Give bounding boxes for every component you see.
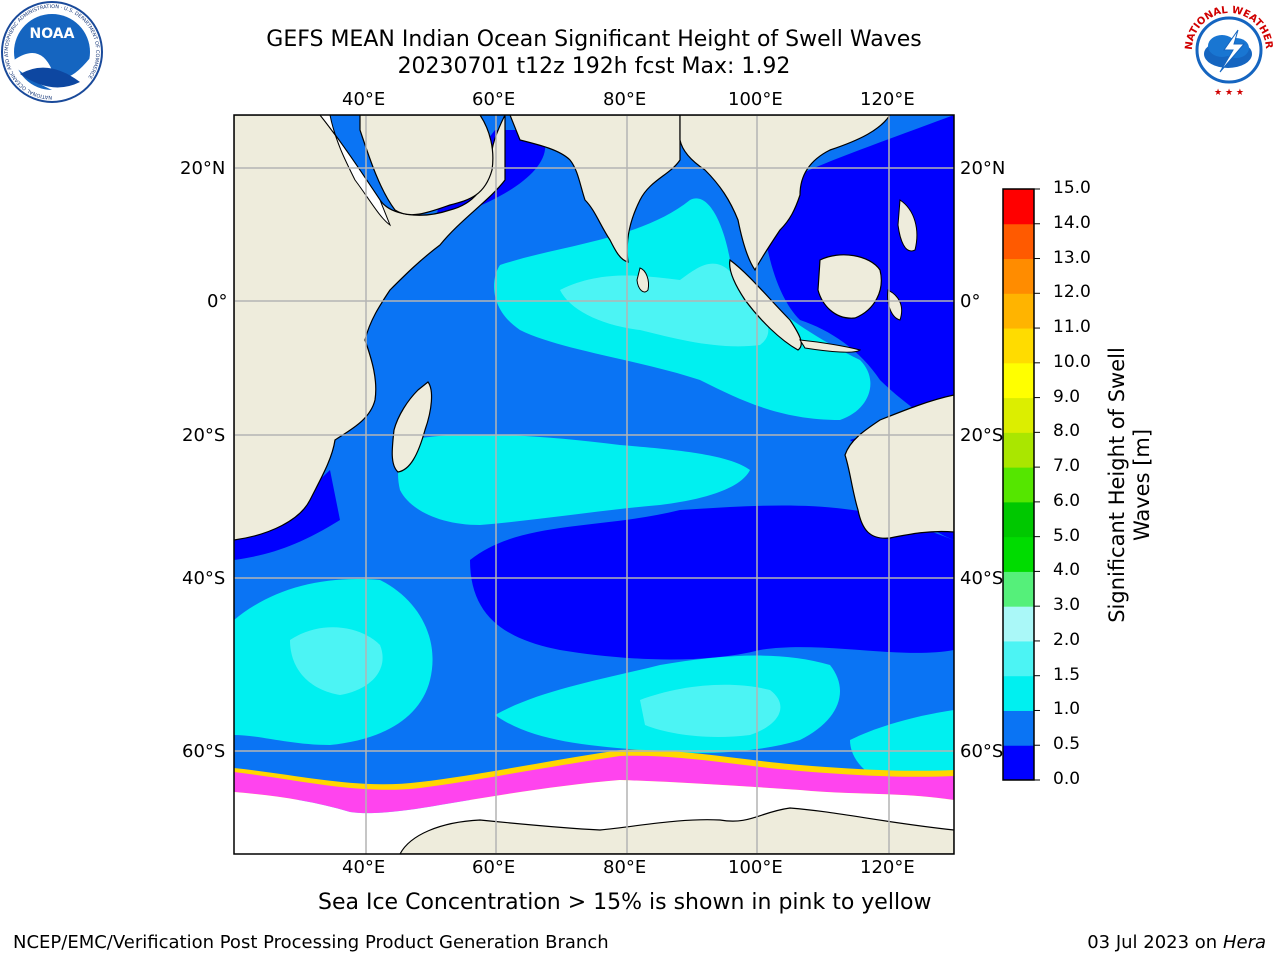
colorbar-segment-4 [1003, 606, 1034, 642]
lat-label-right-0: 0° [960, 291, 981, 312]
footer-date: 03 Jul 2023 on Hera [1087, 932, 1266, 953]
colorbar [1002, 188, 1040, 781]
colorbar-segment-9 [1003, 432, 1034, 468]
colorbar-label-5: 3.0 [1053, 595, 1081, 616]
lat-label-left-20s: 20°S [182, 425, 226, 446]
colorbar-segment-0 [1003, 745, 1034, 781]
red-sea [319, 115, 392, 227]
low-swell-south-central [470, 505, 954, 660]
lat-label-right-60s: 60°S [960, 741, 1004, 762]
colorbar-segment-7 [1003, 501, 1034, 538]
africa-landmass [234, 115, 506, 541]
colorbar-label-1: 0.5 [1053, 734, 1081, 755]
antarctica-landmass [399, 807, 954, 854]
mid-swell-subtropical [398, 434, 750, 525]
colorbar-label-2: 1.0 [1053, 699, 1081, 720]
mid-high-swell-southwest [290, 627, 383, 695]
lon-label-top-100e: 100°E [728, 89, 783, 110]
colorbar-label-11: 9.0 [1053, 386, 1081, 407]
colorbar-label-4: 2.0 [1053, 629, 1081, 650]
colorbar-segment-14 [1003, 258, 1034, 294]
noaa-logo: NOAA NATIONAL OCEANIC AND ATMOSPHERIC AD… [1, 1, 103, 103]
lon-label-bottom-80e: 80°E [603, 857, 647, 878]
sea-ice-edge-pink [234, 755, 954, 814]
lat-label-right-20n: 20°N [960, 158, 1006, 179]
colorbar-label-3: 1.5 [1053, 664, 1081, 685]
lon-label-bottom-100e: 100°E [728, 857, 783, 878]
colorbar-segment-1 [1003, 710, 1034, 746]
colorbar-segment-13 [1003, 293, 1034, 329]
svg-text:NOAA: NOAA [30, 26, 75, 42]
lon-label-top-80e: 80°E [603, 89, 647, 110]
colorbar-label-0: 0.0 [1053, 769, 1081, 789]
colorbar-segment-16 [1003, 189, 1034, 225]
colorbar-label-7: 5.0 [1053, 525, 1081, 546]
lon-label-top-60e: 60°E [472, 89, 516, 110]
nws-logo: NATIONAL WEATHER SERVICE ★ ★ ★ [1178, 0, 1275, 98]
sea-ice-note: Sea Ice Concentration > 15% is shown in … [318, 890, 932, 915]
colorbar-label-17: 15.0 [1053, 178, 1091, 198]
colorbar-label-16: 14.0 [1053, 212, 1091, 233]
lon-label-bottom-40e: 40°E [342, 857, 386, 878]
indochina-landmass [679, 115, 891, 272]
colorbar-label-6: 4.0 [1053, 560, 1081, 581]
colorbar-label-14: 12.0 [1053, 282, 1091, 303]
lon-label-bottom-60e: 60°E [472, 857, 516, 878]
colorbar-segment-2 [1003, 675, 1034, 711]
mid-high-swell-equatorial [560, 263, 769, 347]
colorbar-label-9: 7.0 [1053, 456, 1081, 477]
colorbar-label-13: 11.0 [1053, 317, 1091, 338]
mid-swell-southeast [850, 710, 954, 780]
map-title: GEFS MEAN Indian Ocean Significant Heigh… [266, 27, 922, 52]
colorbar-label-8: 6.0 [1053, 490, 1081, 511]
lon-label-bottom-120e: 120°E [860, 857, 915, 878]
map-frame [233, 114, 955, 855]
colorbar-segment-8 [1003, 467, 1034, 503]
svg-text:★ ★ ★: ★ ★ ★ [1214, 88, 1244, 98]
sumatra-island [729, 258, 802, 351]
colorbar-segment-3 [1003, 640, 1034, 677]
colorbar-segment-12 [1003, 328, 1034, 364]
colorbar-label-10: 8.0 [1053, 421, 1081, 442]
madagascar-island [391, 381, 433, 473]
colorbar-frame [1002, 188, 1035, 781]
sulawesi-island [887, 289, 903, 321]
lon-label-top-40e: 40°E [342, 89, 386, 110]
lat-label-left-40s: 40°S [182, 568, 226, 589]
lat-label-right-40s: 40°S [960, 568, 1004, 589]
mid-high-swell-south [640, 684, 781, 737]
colorbar-label-15: 13.0 [1053, 247, 1091, 268]
colorbar-segment-15 [1003, 223, 1034, 260]
arabian-peninsula [359, 115, 494, 216]
lon-label-top-120e: 120°E [860, 89, 915, 110]
lat-label-left-20n: 20°N [180, 158, 226, 179]
colorbar-segment-6 [1003, 536, 1034, 572]
colorbar-segment-11 [1003, 362, 1034, 399]
colorbar-segment-5 [1003, 571, 1034, 607]
footer-branch: NCEP/EMC/Verification Post Processing Pr… [13, 932, 609, 953]
colorbar-segment-10 [1003, 397, 1034, 433]
borneo-island [817, 254, 882, 319]
india-subcontinent [509, 115, 681, 263]
lat-label-left-0: 0° [207, 291, 228, 312]
java-island [799, 339, 862, 353]
sri-lanka [636, 267, 649, 293]
lat-label-right-20s: 20°S [960, 425, 1004, 446]
map-subtitle: 20230701 t12z 192h fcst Max: 1.92 [397, 54, 791, 79]
colorbar-label-12: 10.0 [1053, 351, 1091, 372]
colorbar-title: Significant Height of Swell Waves [m] [1105, 347, 1154, 623]
lat-label-left-60s: 60°S [182, 741, 226, 762]
philippines-islands [897, 199, 918, 252]
map-grid [234, 115, 954, 854]
